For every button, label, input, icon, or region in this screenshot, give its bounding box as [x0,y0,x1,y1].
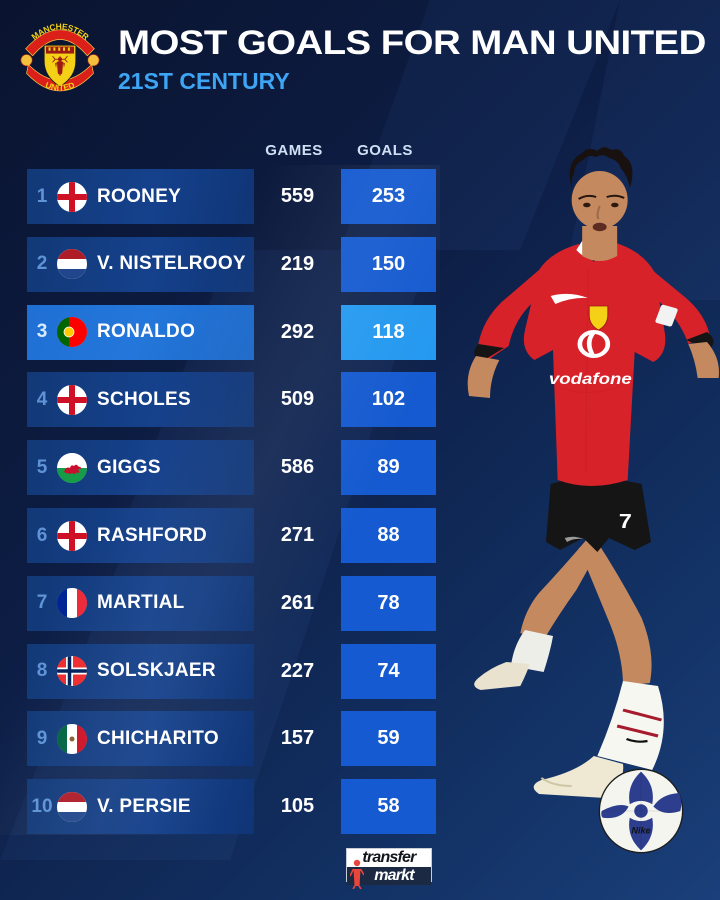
svg-text:Nike: Nike [631,826,650,836]
svg-text:vodafone: vodafone [549,369,632,387]
svg-text:7: 7 [619,510,632,533]
